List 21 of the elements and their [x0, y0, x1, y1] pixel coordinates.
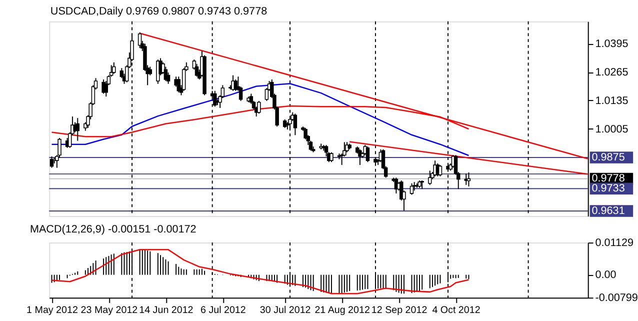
y-tick-label: 1.0395	[595, 38, 628, 50]
y-tick-label: 1.0005	[595, 123, 628, 136]
y-tick-label: 0.00	[595, 269, 616, 282]
y-tick-label: 1.0265	[595, 66, 628, 78]
y-tick-label: 1.0135	[595, 94, 628, 107]
x-tick-label: 4 Oct 2012	[432, 304, 480, 316]
x-tick-label: 6 Jul 2012	[200, 304, 246, 316]
ref-line-label: 0.9733	[592, 182, 625, 195]
x-tick-label: 30 Jul 2012	[260, 304, 311, 316]
x-tick-label: 1 May 2012	[26, 304, 78, 316]
x-tick-label: 12 Sep 2012	[371, 304, 428, 316]
ref-line-label: 0.9778	[592, 172, 625, 185]
ref-line-label: 0.9631	[592, 204, 625, 217]
x-tick-label: 23 May 2012	[80, 304, 138, 316]
y-tick-label: -0.00799	[595, 292, 638, 304]
chart-title: MACD(12,26,9) -0.00151 -0.00172	[30, 224, 196, 236]
x-tick-label: 21 Aug 2012	[314, 304, 370, 316]
x-tick-label: 14 Jun 2012	[139, 304, 194, 316]
ref-line-label: 0.9875	[592, 151, 625, 164]
y-tick-label: 0.01129	[595, 237, 634, 249]
chart-title: USDCAD,Daily 0.9769 0.9807 0.9743 0.9778	[50, 6, 268, 18]
